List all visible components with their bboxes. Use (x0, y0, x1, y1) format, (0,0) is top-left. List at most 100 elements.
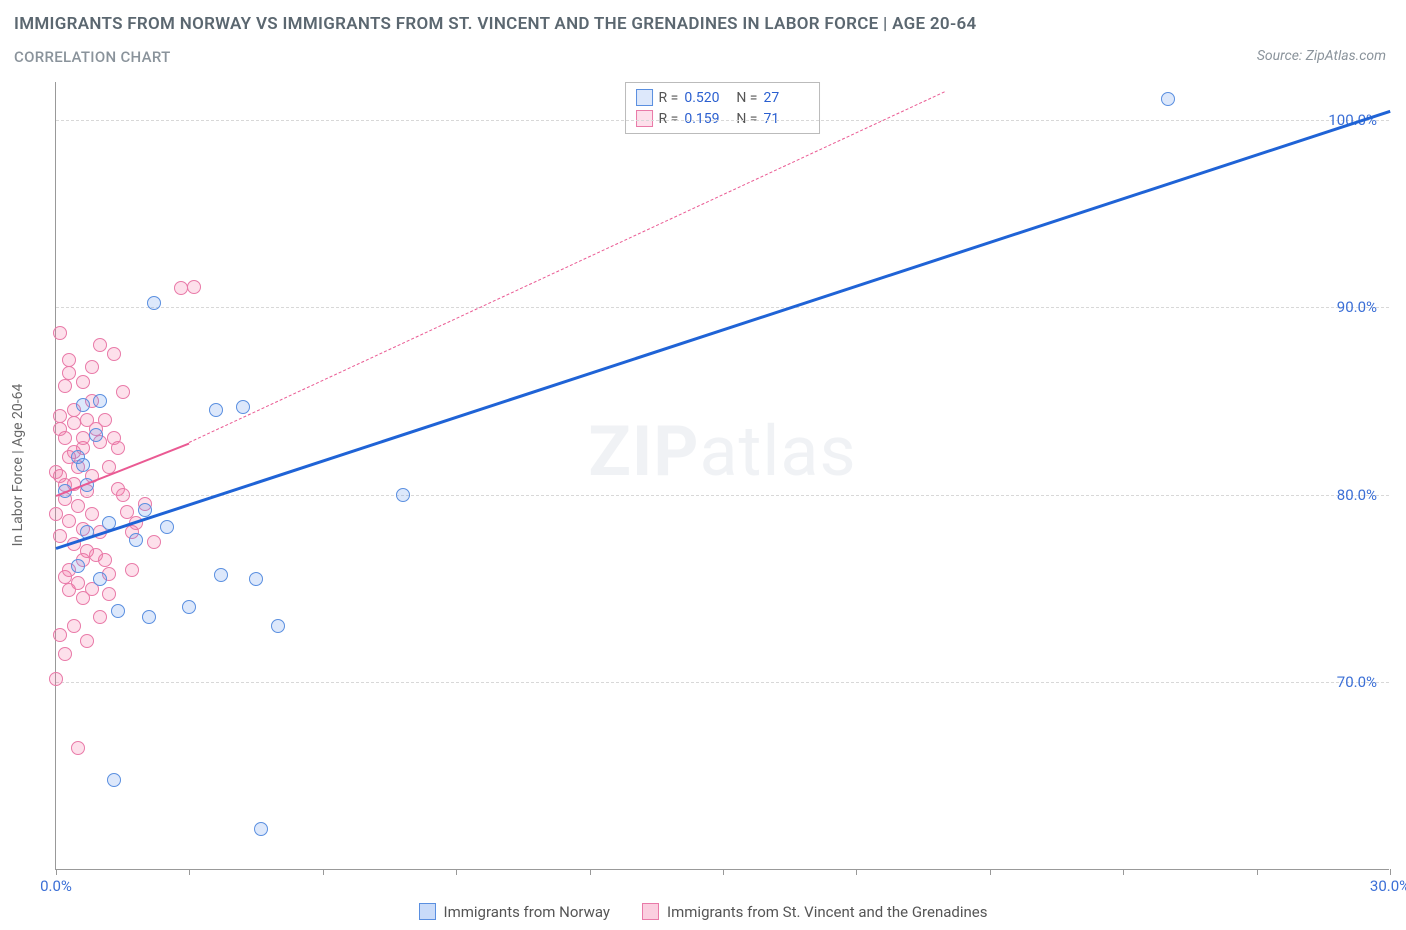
data-point (49, 465, 63, 479)
y-tick-label: 90.0% (1337, 298, 1377, 316)
data-point (214, 568, 228, 582)
data-point (107, 773, 121, 787)
x-tick (1257, 869, 1258, 875)
data-point (80, 634, 94, 648)
legend-item: Immigrants from Norway (419, 903, 611, 921)
trend-line (56, 110, 1391, 550)
scatter-plot: ZIPatlas R = 0.520 N = 27 R = 0.159 N = … (55, 82, 1389, 870)
x-tick (56, 869, 57, 875)
data-point (76, 431, 90, 445)
x-tick-label: 30.0% (1370, 877, 1406, 895)
series-legend: Immigrants from Norway Immigrants from St… (0, 903, 1406, 925)
y-tick-label: 70.0% (1337, 673, 1377, 691)
data-point (53, 529, 67, 543)
chart-subtitle: CORRELATION CHART (14, 48, 171, 66)
swatch-norway (636, 89, 653, 106)
data-point (62, 366, 76, 380)
source-label: Source: ZipAtlas.com (1257, 48, 1386, 64)
data-point (62, 514, 76, 528)
x-tick (723, 869, 724, 875)
gridline (56, 120, 1389, 121)
gridline (56, 682, 1389, 683)
data-point (67, 416, 81, 430)
data-point (53, 628, 67, 642)
n-label: N = (736, 111, 757, 127)
chart-title: IMMIGRANTS FROM NORWAY VS IMMIGRANTS FRO… (14, 14, 977, 34)
data-point (111, 441, 125, 455)
legend-swatch (642, 903, 659, 920)
x-tick (189, 869, 190, 875)
data-point (76, 375, 90, 389)
data-point (62, 583, 76, 597)
data-point (107, 347, 121, 361)
x-tick-label: 0.0% (40, 877, 72, 895)
data-point (254, 822, 268, 836)
data-point (76, 398, 90, 412)
legend-label: Immigrants from St. Vincent and the Gren… (667, 903, 987, 921)
data-point (182, 600, 196, 614)
x-tick (990, 869, 991, 875)
data-point (58, 379, 72, 393)
data-point (1161, 92, 1175, 106)
x-tick (1390, 869, 1391, 875)
data-point (53, 409, 67, 423)
swatch-svg (636, 110, 653, 127)
data-point (62, 353, 76, 367)
n-value-norway: 27 (763, 90, 809, 106)
data-point (174, 281, 188, 295)
data-point (71, 559, 85, 573)
stats-legend: R = 0.520 N = 27 R = 0.159 N = 71 (625, 82, 821, 134)
data-point (49, 507, 63, 521)
legend-label: Immigrants from Norway (444, 903, 611, 921)
data-point (236, 400, 250, 414)
data-point (89, 548, 103, 562)
data-point (98, 413, 112, 427)
data-point (49, 672, 63, 686)
data-point (93, 610, 107, 624)
x-tick (456, 869, 457, 875)
y-axis-label: In Labor Force | Age 20-64 (10, 384, 26, 547)
data-point (58, 647, 72, 661)
data-point (93, 572, 107, 586)
data-point (396, 488, 410, 502)
x-tick (1123, 869, 1124, 875)
data-point (125, 563, 139, 577)
data-point (249, 572, 263, 586)
stats-row-norway: R = 0.520 N = 27 (636, 87, 810, 108)
data-point (209, 403, 223, 417)
legend-item: Immigrants from St. Vincent and the Gren… (642, 903, 987, 921)
gridline (56, 307, 1389, 308)
data-point (116, 488, 130, 502)
data-point (89, 428, 103, 442)
data-point (67, 619, 81, 633)
x-tick (856, 869, 857, 875)
data-point (71, 741, 85, 755)
data-point (111, 604, 125, 618)
gridline (56, 495, 1389, 496)
legend-swatch (419, 903, 436, 920)
data-point (129, 533, 143, 547)
data-point (271, 619, 285, 633)
data-point (53, 422, 67, 436)
stats-row-svg: R = 0.159 N = 71 (636, 108, 810, 129)
data-point (147, 296, 161, 310)
x-tick (323, 869, 324, 875)
data-point (85, 360, 99, 374)
r-value-svg: 0.159 (684, 111, 730, 127)
data-point (147, 535, 161, 549)
data-point (76, 458, 90, 472)
data-point (76, 591, 90, 605)
data-point (116, 385, 130, 399)
data-point (142, 610, 156, 624)
n-label: N = (736, 90, 757, 106)
r-value-norway: 0.520 (684, 90, 730, 106)
data-point (85, 507, 99, 521)
x-tick (590, 869, 591, 875)
data-point (53, 326, 67, 340)
r-label: R = (659, 111, 679, 127)
data-point (187, 280, 201, 294)
trend-line (189, 91, 945, 443)
data-point (71, 499, 85, 513)
r-label: R = (659, 90, 679, 106)
watermark: ZIPatlas (588, 411, 856, 493)
